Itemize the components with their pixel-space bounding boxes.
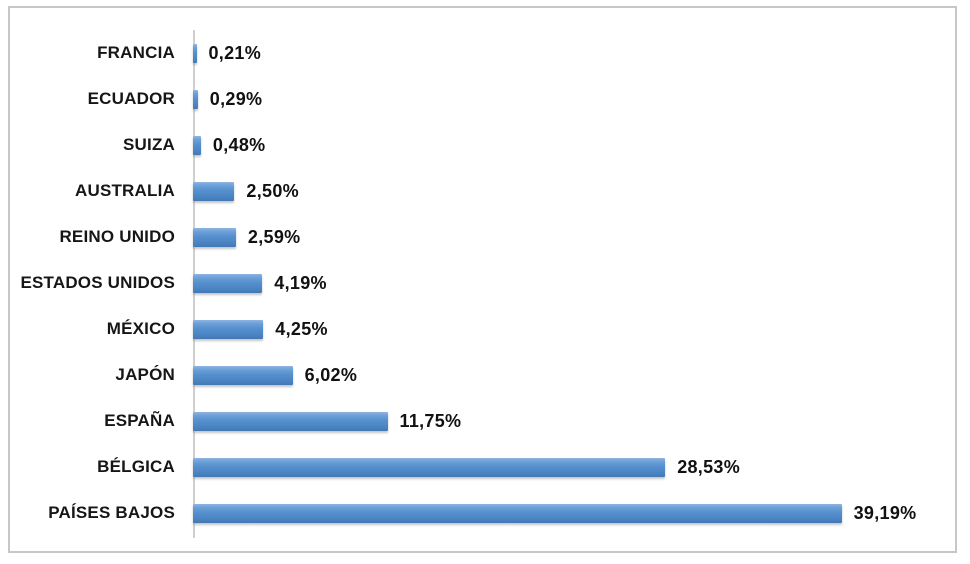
bar-area: 0,21% [193, 30, 955, 76]
bar-area: 0,48% [193, 122, 955, 168]
bar [193, 365, 293, 385]
bar [193, 411, 388, 431]
bar [193, 227, 236, 247]
bar-area: 39,19% [193, 490, 955, 536]
value-label: 11,75% [399, 410, 462, 431]
bar [193, 503, 842, 523]
value-label: 4,25% [275, 318, 328, 339]
chart-row: PAÍSES BAJOS 39,19% [10, 490, 955, 536]
bar [193, 89, 198, 109]
value-label: 0,29% [209, 88, 263, 109]
bar-area: 4,19% [193, 260, 955, 306]
bar-area: 6,02% [193, 352, 955, 398]
bar-area: 4,25% [193, 306, 955, 352]
bar [193, 181, 235, 201]
category-label: ESTADOS UNIDOS [20, 273, 175, 292]
value-label: 4,19% [274, 272, 327, 293]
chart-row: ESPAÑA 11,75% [10, 398, 955, 444]
value-label: 6,02% [304, 364, 358, 385]
category-label: SUIZA [123, 135, 175, 154]
category-label: ESPAÑA [104, 411, 175, 430]
bar-rows: FRANCIA 0,21% ECUADOR 0,29% SUIZA 0,48% AUSTRA… [10, 30, 955, 536]
chart-row: FRANCIA 0,21% [10, 30, 955, 76]
value-label: 0,21% [208, 42, 262, 63]
category-label: BÉLGICA [97, 457, 175, 476]
chart-row: JAPÓN 6,02% [10, 352, 955, 398]
chart-frame: FRANCIA 0,21% ECUADOR 0,29% SUIZA 0,48% AUSTRA… [8, 6, 957, 553]
bar [193, 457, 666, 477]
chart-row: MÉXICO 4,25% [10, 306, 955, 352]
bar-area: 0,29% [193, 76, 955, 122]
bar [193, 43, 197, 63]
bar-area: 28,53% [193, 444, 955, 490]
category-label: AUSTRALIA [74, 181, 175, 200]
value-label: 2,50% [246, 180, 299, 201]
chart-row: REINO UNIDO 2,59% [10, 214, 955, 260]
chart-row: ECUADOR 0,29% [10, 76, 955, 122]
category-label: PAÍSES BAJOS [48, 503, 175, 522]
chart-row: AUSTRALIA 2,50% [10, 168, 955, 214]
chart-row: ESTADOS UNIDOS 4,19% [10, 260, 955, 306]
bar-area: 2,59% [193, 214, 955, 260]
category-label: MÉXICO [106, 319, 175, 338]
chart-row: SUIZA 0,48% [10, 122, 955, 168]
category-label: JAPÓN [115, 365, 175, 384]
category-label: FRANCIA [97, 43, 175, 62]
value-label: 0,48% [212, 134, 266, 155]
value-label: 2,59% [247, 226, 301, 247]
bar [193, 273, 263, 293]
bar-area: 11,75% [193, 398, 955, 444]
bar [193, 135, 201, 155]
category-label: ECUADOR [87, 89, 175, 108]
bar [193, 319, 264, 339]
value-label: 28,53% [677, 456, 741, 477]
bar-area: 2,50% [193, 168, 955, 214]
category-label: REINO UNIDO [59, 227, 175, 246]
value-label: 39,19% [853, 502, 917, 523]
chart-row: BÉLGICA 28,53% [10, 444, 955, 490]
